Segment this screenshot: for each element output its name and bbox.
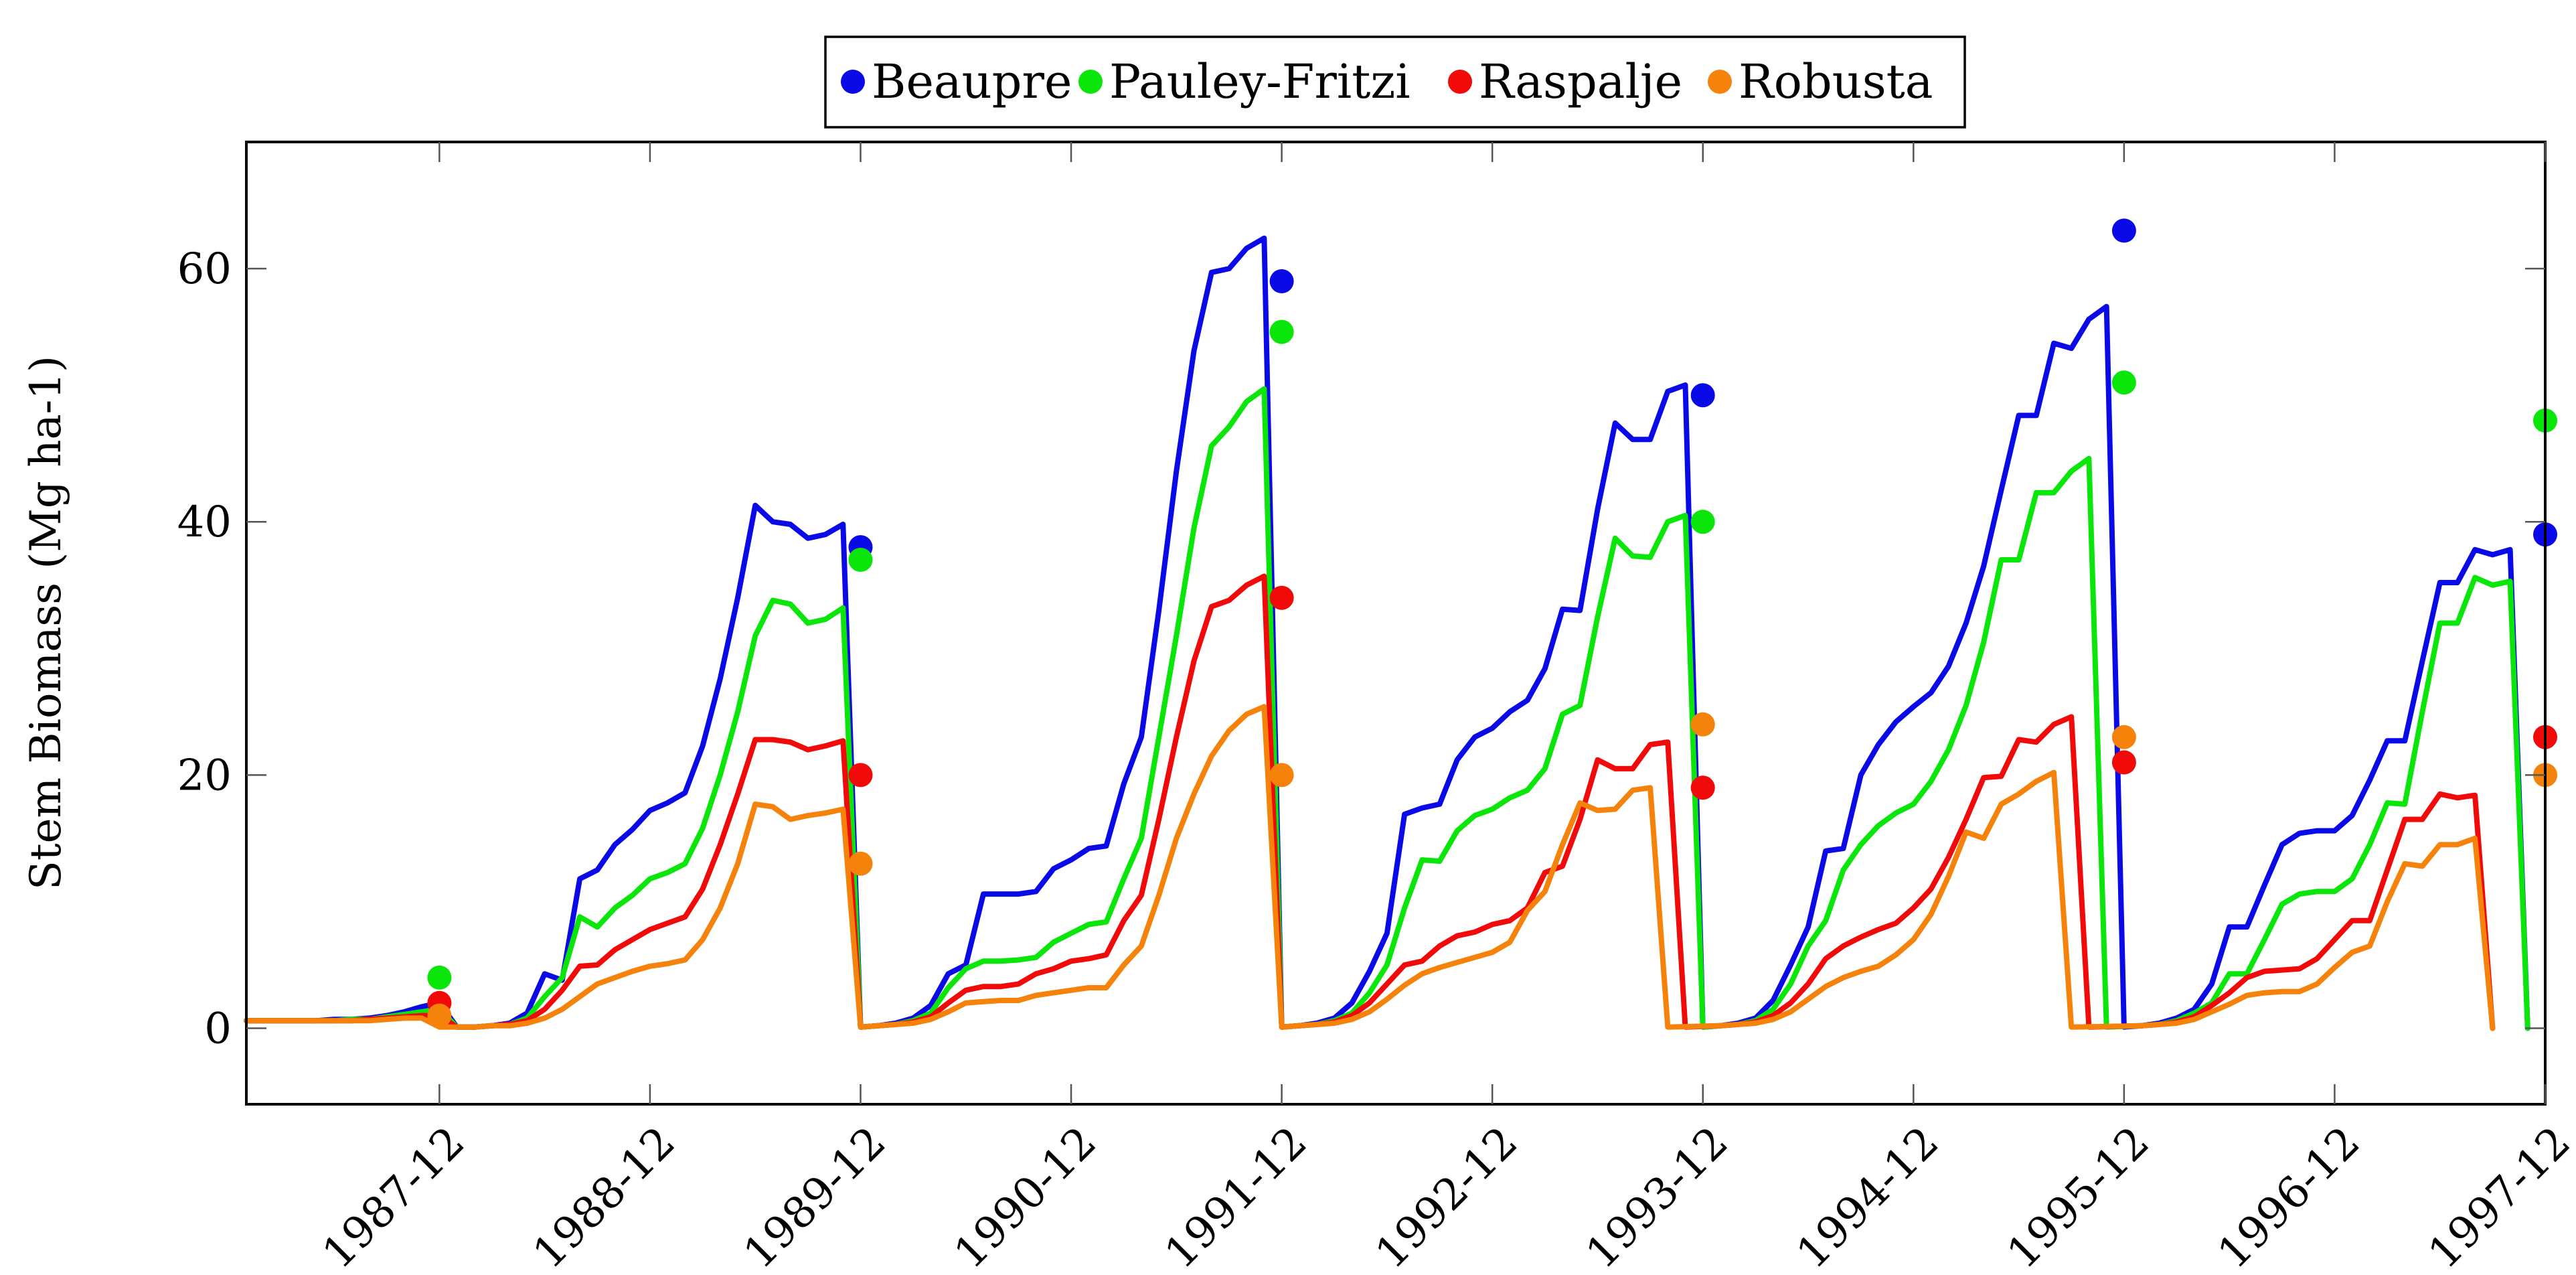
legend-marker-pauley-fritzi [1078,70,1103,94]
observed-point-pauley-fritzi [2111,370,2136,395]
x-tick-label: 1990-12 [945,1118,1106,1275]
legend-marker-beaupre [841,70,865,94]
observed-point-robusta [2111,725,2136,749]
x-tick-label: 1995-12 [1998,1118,2159,1275]
observed-markers [427,218,2557,1028]
observed-point-raspalje [848,763,873,788]
legend-label-robusta: Robusta [1739,54,1933,109]
observed-point-robusta [1690,712,1715,737]
series-layer [244,235,2530,1031]
observed-point-beaupre [1690,383,1715,408]
legend-marker-raspalje [1448,70,1472,94]
observed-point-raspalje [1269,585,1294,610]
legend-label-raspalje: Raspalje [1479,54,1682,109]
observed-point-pauley-fritzi [848,548,873,572]
legend-label-pauley-fritzi: Pauley-Fritzi [1109,54,1411,109]
observed-point-beaupre [1269,269,1294,293]
legend-marker-robusta [1708,70,1732,94]
observed-point-pauley-fritzi [1690,510,1715,534]
plot-area-frame [245,141,2547,1106]
y-tick-label: 60 [177,244,232,294]
x-tick-label: 1989-12 [734,1118,895,1275]
observed-point-robusta [848,851,873,876]
observed-point-robusta [427,1003,452,1028]
y-tick-label: 0 [204,1004,232,1054]
legend-box [824,35,1966,129]
x-tick-label: 1992-12 [1366,1118,1527,1275]
x-tick-label: 1991-12 [1155,1118,1316,1275]
observed-point-robusta [1269,763,1294,788]
y-axis-title: Stem Biomass (Mg ha-1) [21,356,71,890]
observed-point-pauley-fritzi [1269,319,1294,344]
series-line-robusta [244,704,2496,1031]
x-tick-label: 1987-12 [313,1118,474,1275]
y-tick-label: 20 [177,751,232,800]
series-line-beaupre [244,235,2530,1031]
observed-point-pauley-fritzi [427,965,452,990]
observed-point-raspalje [1690,775,1715,800]
observed-point-raspalje [2111,750,2136,775]
x-tick-label: 1996-12 [2208,1118,2369,1275]
x-tick-label: 1997-12 [2419,1118,2576,1275]
y-tick-label: 40 [177,498,232,547]
x-tick-label: 1994-12 [1787,1118,1948,1275]
x-tick-label: 1993-12 [1577,1118,1737,1275]
x-tick-label: 1988-12 [524,1118,685,1275]
legend: Beaupre Pauley-Fritzi Raspalje Robusta [824,35,1966,129]
legend-label-beaupre: Beaupre [872,54,1072,109]
series-line-raspalje [244,573,2496,1031]
observed-point-beaupre [2111,218,2136,243]
